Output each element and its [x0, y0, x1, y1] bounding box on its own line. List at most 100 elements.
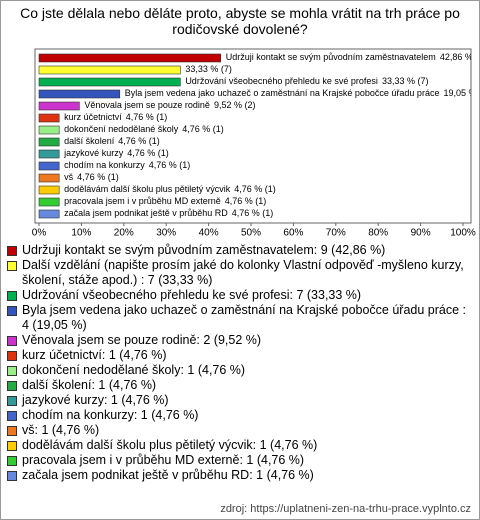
legend-label: dokončení nedodělané školy: 1 (4,76 %) [22, 363, 246, 377]
bar-category: Věnovala jsem se pouze rodině [84, 100, 210, 110]
legend-item: Udržuji kontakt se svým původním zaměstn… [7, 243, 473, 258]
bar-category: Udržuji kontakt se svým původním zaměstn… [226, 52, 436, 62]
bar-category: dokončení nedodělané školy [64, 124, 179, 134]
bar [38, 173, 60, 183]
legend-label: Věnovala jsem se pouze rodině: 2 (9,52 %… [22, 333, 262, 347]
legend-item: začala jsem podnikat ještě v průběhu RD:… [7, 468, 473, 483]
value-label: 4,76 % (1) [182, 124, 224, 134]
bar [38, 161, 60, 171]
bar-label: Udržuji kontakt se svým původním zaměstn… [226, 52, 479, 62]
bar [38, 197, 60, 207]
value-label: 4,76 % (1) [127, 148, 169, 158]
legend-label: další školení: 1 (4,76 %) [22, 378, 157, 392]
bar [38, 89, 121, 99]
bar-label: pracovala jsem i v průběhu MD externě 4,7… [64, 196, 266, 206]
legend-swatch [7, 441, 17, 451]
legend-swatch [7, 351, 17, 361]
x-tick-label: 90% [411, 228, 431, 239]
bar-label: Věnovala jsem se pouze rodině 9,52 % (2) [84, 100, 255, 110]
value-label: 4,76 % (1) [126, 112, 168, 122]
legend-swatch [7, 396, 17, 406]
bar [38, 113, 60, 123]
legend-label: pracovala jsem i v průběhu MD externě: 1… [22, 453, 305, 467]
bar-label: Byla jsem vedena jako uchazeč o zaměstná… [125, 88, 479, 98]
legend-label: dodělávám další školu plus pětiletý výcv… [22, 438, 318, 452]
bar-label: dokončení nedodělané školy 4,76 % (1) [64, 124, 224, 134]
x-tick-label: 70% [326, 228, 346, 239]
bar-label: 33,33 % (7) [185, 64, 232, 74]
legend-label: kurz účetnictví: 1 (4,76 %) [22, 348, 167, 362]
legend-swatch [7, 366, 17, 376]
legend-label: chodím na konkurzy: 1 (4,76 %) [22, 408, 199, 422]
legend-swatch [7, 426, 17, 436]
value-label: 33,33 % (7) [382, 76, 429, 86]
legend-label: začala jsem podnikat ještě v průběhu RD:… [22, 468, 314, 482]
legend-item: dodělávám další školu plus pětiletý výcv… [7, 438, 473, 453]
bar-label: jazykové kurzy 4,76 % (1) [63, 148, 169, 158]
value-label: 19,05 % (4) [443, 88, 479, 98]
bar [38, 77, 181, 87]
legend: Udržuji kontakt se svým původním zaměstn… [7, 243, 473, 483]
legend-label: jazykové kurzy: 1 (4,76 %) [22, 393, 169, 407]
bar [38, 125, 60, 135]
legend-label: vš: 1 (4,76 %) [22, 423, 100, 437]
legend-swatch [7, 291, 17, 301]
bar-label: chodím na konkurzy 4,76 % (1) [64, 160, 190, 170]
bar-label: dodělávám další školu plus pětiletý výcv… [64, 184, 276, 194]
x-tick-label: 80% [368, 228, 388, 239]
bar [38, 65, 181, 75]
bar-category: jazykové kurzy [63, 148, 124, 158]
x-tick-label: 60% [283, 228, 303, 239]
legend-item: Udržování všeobecného přehledu ke své pr… [7, 288, 473, 303]
x-tick-label: 100% [450, 228, 476, 239]
value-label: 33,33 % (7) [185, 64, 232, 74]
legend-item: další školení: 1 (4,76 %) [7, 378, 473, 393]
bar-label: začala jsem podnikat ještě v průběhu RD 4… [64, 208, 273, 218]
legend-swatch [7, 381, 17, 391]
legend-swatch [7, 456, 17, 466]
legend-item: pracovala jsem i v průběhu MD externě: 1… [7, 453, 473, 468]
bar-label: vš 4,76 % (1) [64, 172, 119, 182]
bar [38, 101, 80, 111]
bar-category: vš [64, 172, 74, 182]
legend-item: dokončení nedodělané školy: 1 (4,76 %) [7, 363, 473, 378]
legend-item: chodím na konkurzy: 1 (4,76 %) [7, 408, 473, 423]
legend-swatch [7, 336, 17, 346]
x-tick-label: 10% [71, 228, 91, 239]
legend-item: Věnovala jsem se pouze rodině: 2 (9,52 %… [7, 333, 473, 348]
bar-category: chodím na konkurzy [64, 160, 145, 170]
bar [38, 137, 60, 147]
bar-category: Udržování všeobecného přehledu ke své pr… [185, 76, 378, 86]
value-label: 4,76 % (1) [232, 208, 274, 218]
bar-label: kurz účetnictví 4,76 % (1) [64, 112, 167, 122]
legend-swatch [7, 411, 17, 421]
legend-swatch [7, 471, 17, 481]
legend-item: jazykové kurzy: 1 (4,76 %) [7, 393, 473, 408]
legend-swatch [7, 306, 17, 316]
value-label: 4,76 % (1) [234, 184, 276, 194]
bar-label: Udržování všeobecného přehledu ke své pr… [185, 76, 428, 86]
legend-item: vš: 1 (4,76 %) [7, 423, 473, 438]
bar [38, 185, 60, 195]
legend-swatch [7, 246, 17, 256]
legend-label: Byla jsem vedena jako uchazeč o zaměstná… [22, 303, 467, 332]
bars: Udržuji kontakt se svým původním zaměstn… [38, 52, 479, 219]
value-label: 4,76 % (1) [77, 172, 119, 182]
x-tick-label: 30% [156, 228, 176, 239]
x-tick-label: 40% [199, 228, 219, 239]
bar-category: kurz účetnictví [64, 112, 122, 122]
value-label: 4,76 % (1) [118, 136, 160, 146]
value-label: 4,76 % (1) [225, 196, 267, 206]
legend-swatch [7, 261, 17, 271]
legend-label: Udržuji kontakt se svým původním zaměstn… [22, 243, 386, 257]
value-label: 9,52 % (2) [214, 100, 256, 110]
value-label: 4,76 % (1) [149, 160, 191, 170]
bar [38, 209, 60, 219]
plot: Udržuji kontakt se svým původním zaměstn… [32, 48, 479, 239]
legend-item: kurz účetnictví: 1 (4,76 %) [7, 348, 473, 363]
x-tick-label: 50% [241, 228, 261, 239]
chart-title: Co jste dělala nebo děláte proto, abyste… [20, 5, 460, 37]
x-tick-label: 0% [32, 228, 47, 239]
bar-category: začala jsem podnikat ještě v průběhu RD [64, 208, 228, 218]
